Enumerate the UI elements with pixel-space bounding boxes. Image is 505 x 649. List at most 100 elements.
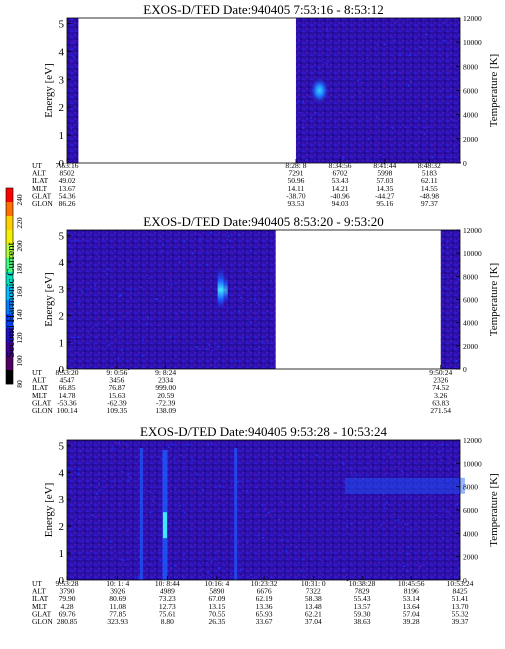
speckle (127, 551, 129, 553)
speckle (441, 443, 444, 446)
speckle (327, 462, 329, 465)
speckle (190, 524, 193, 527)
speckle (201, 271, 203, 273)
table-cell: 6702 (333, 169, 348, 178)
speckle (170, 277, 172, 280)
table-cell: 80.69 (109, 594, 126, 603)
enhancement-blob (309, 76, 330, 105)
speckle (393, 56, 396, 59)
speckle (200, 240, 202, 243)
speckle (418, 565, 420, 567)
speckle (341, 115, 344, 117)
speckle (160, 250, 163, 253)
speckle (168, 446, 170, 448)
speckle (316, 454, 318, 457)
speckle (256, 302, 258, 305)
speckle (404, 126, 407, 128)
speckle (374, 47, 377, 49)
table-cell: 51.41 (452, 594, 469, 603)
speckle (441, 557, 444, 559)
speckle (208, 344, 210, 346)
right-axis: 0 2000 4000 6000 8000 10000 12000 Temperature [… (456, 226, 500, 374)
speckle (230, 573, 233, 575)
table-cell: 10: 8:44 (155, 579, 180, 588)
speckle (263, 508, 266, 510)
speckle (67, 268, 69, 270)
speckle (436, 91, 439, 94)
speckle (124, 530, 127, 533)
speckle (348, 119, 350, 122)
speckle (219, 496, 222, 499)
speckle (191, 459, 193, 461)
speckle (379, 154, 382, 156)
speckle (352, 526, 355, 528)
speckle (253, 473, 255, 476)
table-cell: 10:38:28 (349, 579, 376, 588)
table-cell: 8:41:44 (373, 161, 396, 170)
speckle (368, 137, 370, 140)
speckle (171, 444, 173, 446)
y-tick-label: 1 (59, 548, 65, 560)
table-cell: 75.61 (159, 609, 176, 618)
speckle (187, 443, 190, 446)
y-right-tick-label: 8000 (463, 272, 478, 281)
speckle (279, 457, 282, 459)
speckle (350, 562, 352, 565)
table-cell: 93.53 (288, 199, 305, 208)
speckle (267, 310, 269, 312)
colorbar-tick-label: 220 (15, 217, 24, 229)
speckle (183, 240, 186, 243)
speckle (191, 491, 193, 494)
speckle (146, 323, 148, 325)
speckle (267, 342, 269, 345)
speckle (237, 541, 239, 543)
table-cell: 53.43 (332, 176, 349, 185)
speckle (168, 283, 170, 286)
table-cell: 10:53:24 (447, 579, 474, 588)
speckle (237, 508, 239, 511)
speckle (79, 449, 82, 452)
speckle (407, 84, 410, 87)
speckle (87, 332, 90, 334)
speckle (128, 259, 131, 262)
speckle (424, 33, 427, 35)
speckle (88, 256, 91, 259)
speckle (400, 45, 403, 48)
speckle (427, 126, 430, 128)
speckle (78, 297, 80, 300)
speckle (351, 118, 354, 120)
speckle (309, 479, 312, 481)
speckle (147, 316, 149, 318)
speckle (173, 458, 175, 460)
speckle (420, 46, 422, 48)
speckle (195, 473, 198, 476)
table-cell: -72.39 (156, 398, 176, 407)
speckle (96, 323, 99, 326)
speckle (97, 515, 100, 517)
speckle (446, 546, 449, 549)
speckle (374, 466, 377, 468)
table-cell: 62.11 (421, 176, 438, 185)
speckle (346, 503, 348, 506)
speckle (451, 106, 453, 109)
speckle (248, 510, 250, 512)
table-row-label: ILAT (32, 594, 49, 603)
speckle (290, 453, 292, 455)
speckle (334, 121, 337, 124)
speckle (315, 111, 317, 114)
speckle (424, 443, 426, 445)
speckle (117, 295, 120, 298)
speckle (261, 504, 264, 507)
speckle (111, 447, 114, 449)
table-cell: 77.85 (109, 609, 126, 618)
right-axis: 0 2000 4000 6000 8000 10000 12000 Temperature [… (456, 436, 500, 585)
speckle (110, 448, 113, 451)
colorbar-cell (6, 328, 13, 343)
speckle (340, 111, 343, 114)
table-row-label: UT (32, 579, 42, 588)
speckle (242, 337, 244, 340)
y-tick-label: 0 (59, 364, 65, 376)
speckle (455, 360, 458, 362)
table-cell: 67.09 (208, 594, 225, 603)
